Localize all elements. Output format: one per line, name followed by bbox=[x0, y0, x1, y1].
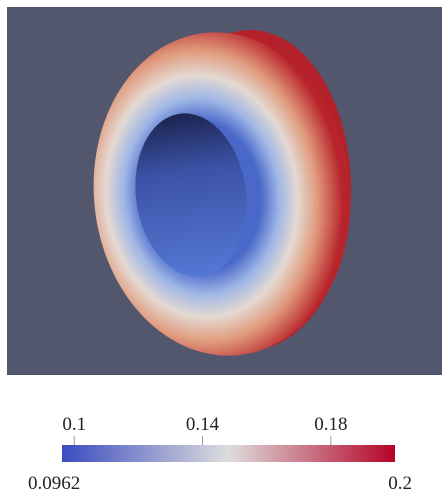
range-min-label: 0.0962 bbox=[28, 473, 80, 493]
tick-label: 0.18 bbox=[314, 414, 347, 435]
tick-label: 0.1 bbox=[62, 414, 86, 435]
tick-label: 0.14 bbox=[186, 414, 220, 435]
colorbar-bar bbox=[62, 445, 395, 462]
render-view bbox=[7, 7, 442, 375]
range-max-label: 0.2 bbox=[388, 473, 412, 493]
colorbar: 0.1 0.14 0.18 0.0962 0.2 bbox=[28, 414, 412, 493]
page: 0.1 0.14 0.18 0.0962 0.2 bbox=[0, 0, 442, 493]
